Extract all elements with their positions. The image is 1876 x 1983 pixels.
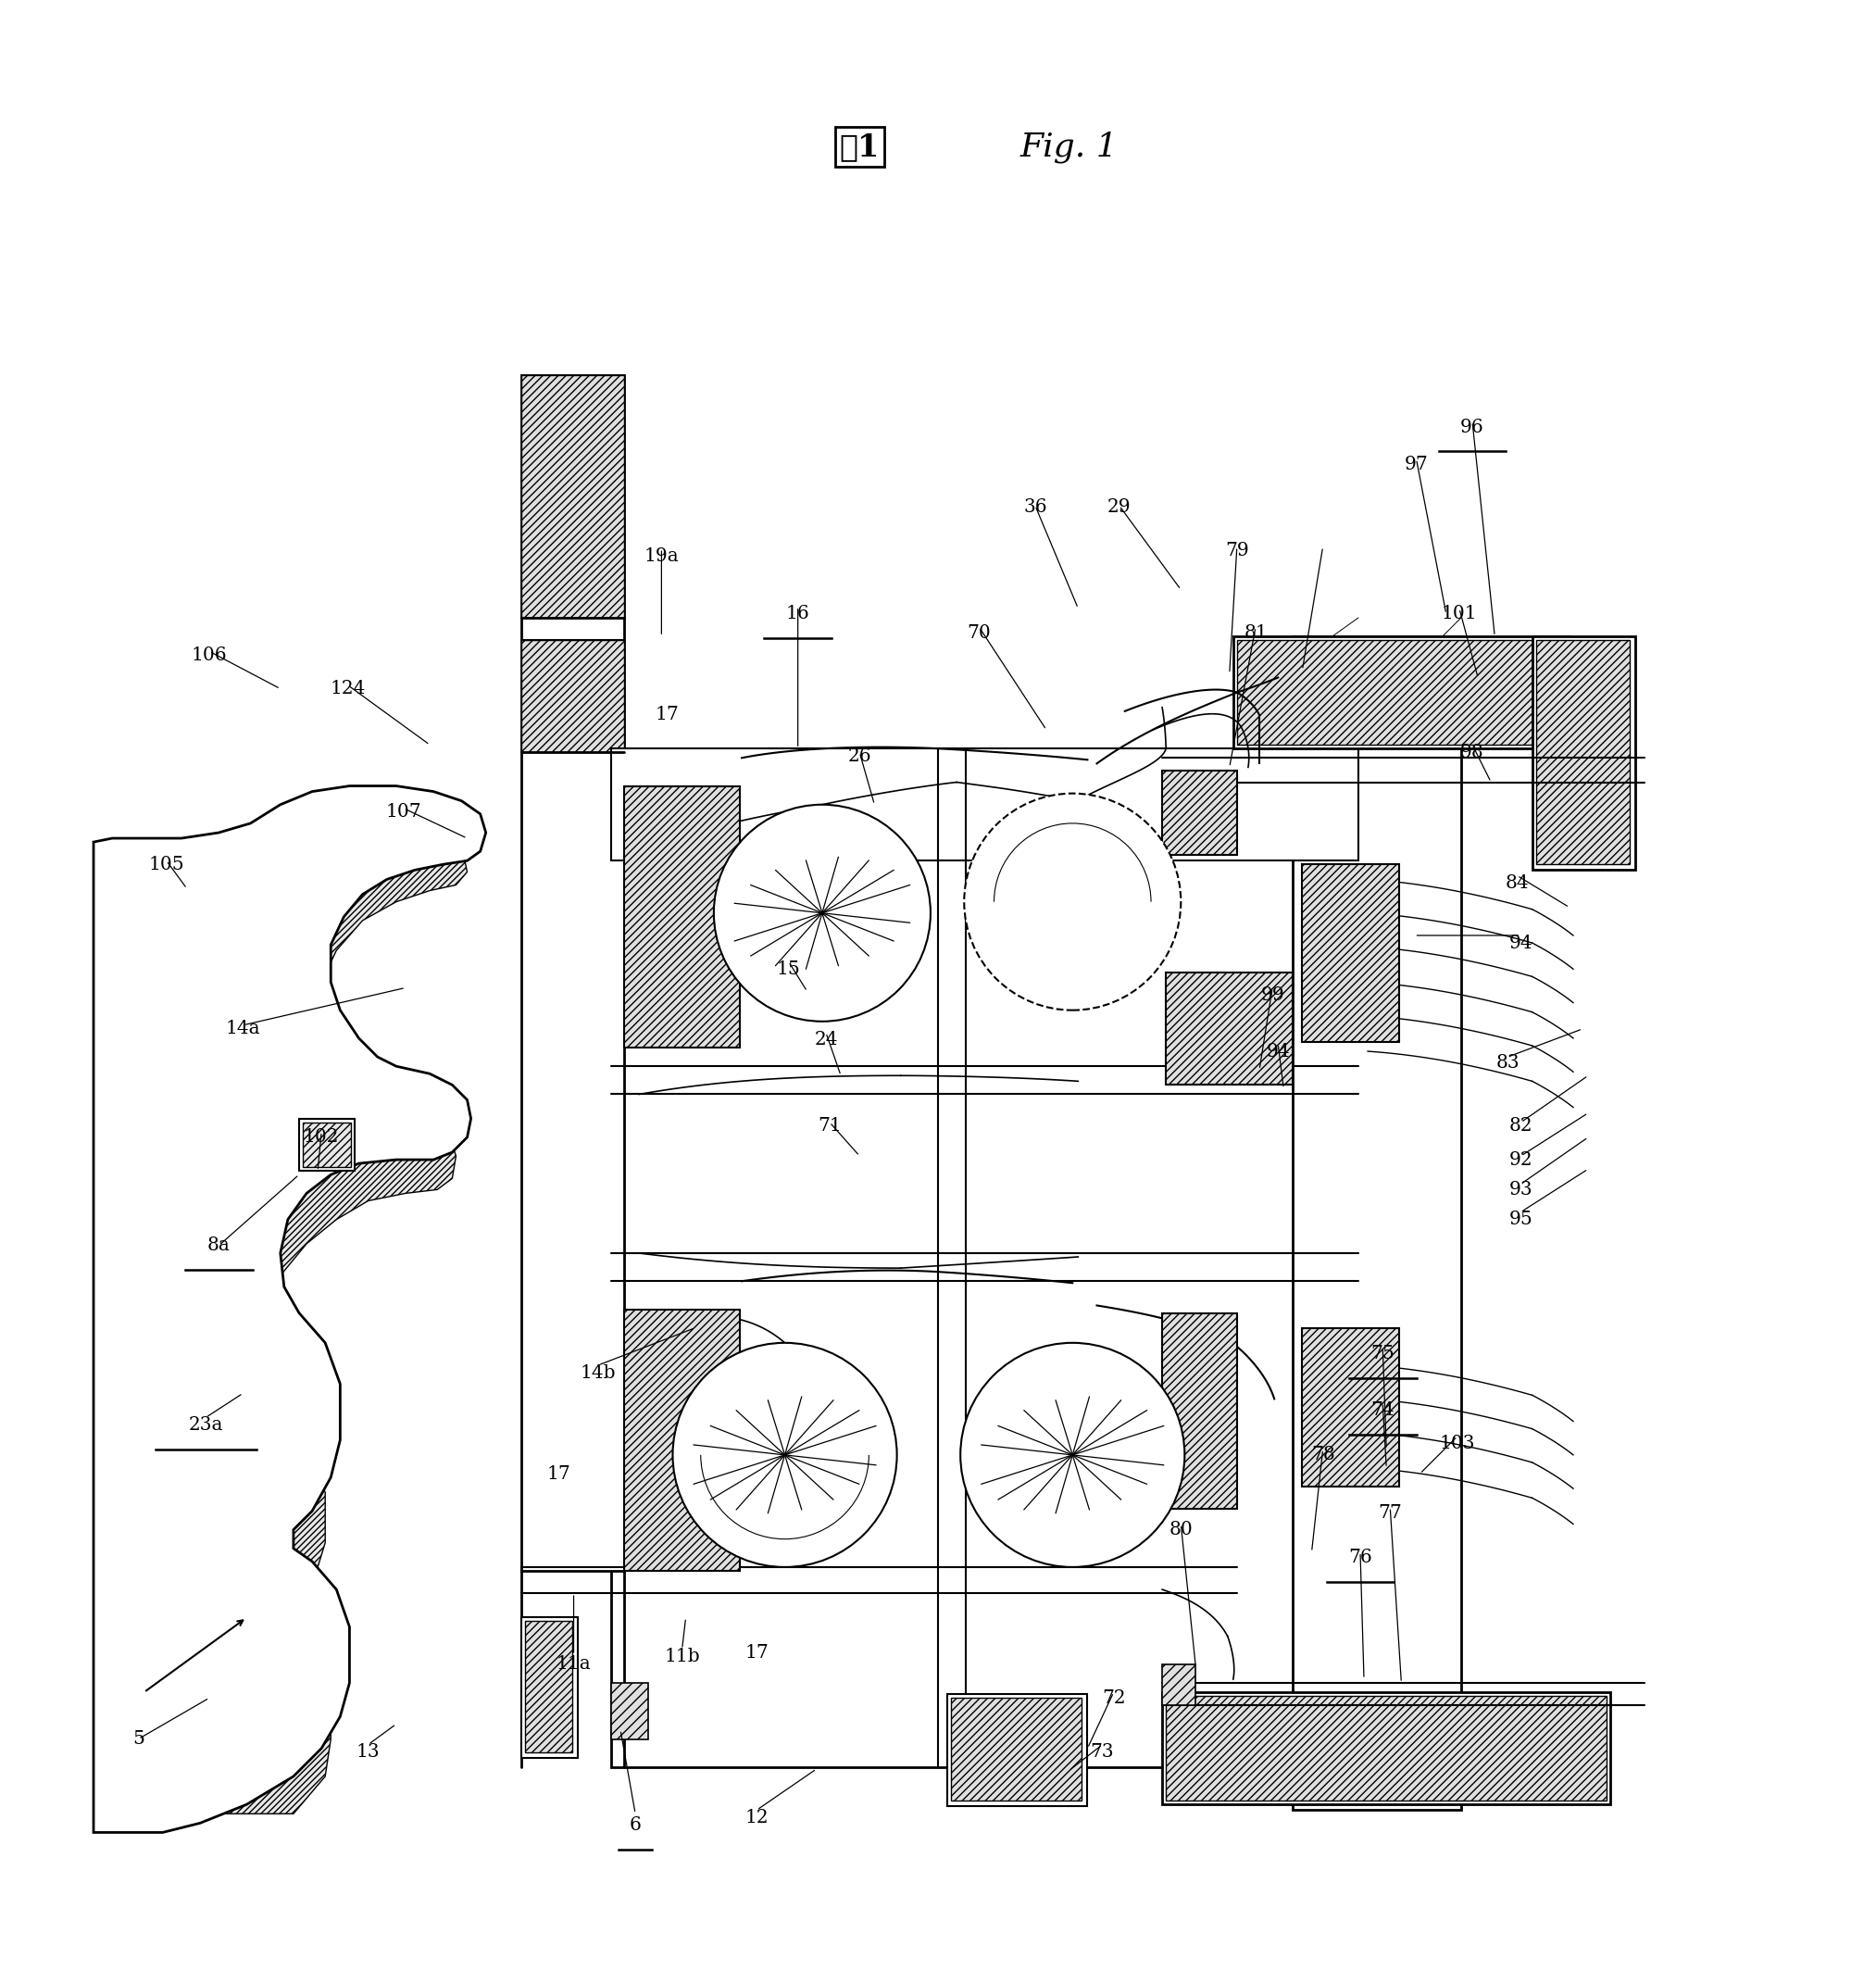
- Text: 103: 103: [1439, 1436, 1475, 1452]
- Bar: [1163, 1313, 1236, 1509]
- Text: 74: 74: [1371, 1402, 1394, 1420]
- Bar: [525, 1622, 572, 1753]
- Bar: [951, 1697, 1082, 1801]
- Text: 17: 17: [655, 706, 679, 724]
- Text: 5: 5: [133, 1731, 144, 1747]
- Bar: [1536, 641, 1628, 865]
- Text: 96: 96: [1460, 418, 1484, 436]
- Text: 83: 83: [1495, 1053, 1520, 1071]
- Bar: [625, 1309, 739, 1571]
- Circle shape: [713, 805, 930, 1021]
- Bar: [522, 375, 625, 1571]
- Text: 97: 97: [1405, 456, 1428, 474]
- Bar: [1302, 865, 1399, 1041]
- Bar: [522, 641, 625, 752]
- Bar: [1293, 637, 1461, 1810]
- Text: 71: 71: [818, 1116, 842, 1134]
- Text: 23a: 23a: [188, 1416, 223, 1434]
- Bar: [1236, 641, 1565, 746]
- Bar: [612, 748, 1358, 1767]
- Bar: [302, 1122, 351, 1168]
- Bar: [1165, 1695, 1608, 1801]
- Text: 93: 93: [1508, 1180, 1533, 1198]
- Circle shape: [961, 1342, 1184, 1567]
- Text: 94: 94: [1508, 934, 1533, 952]
- Text: 17: 17: [546, 1465, 570, 1483]
- Text: 29: 29: [1107, 498, 1131, 516]
- Text: 14a: 14a: [225, 1019, 261, 1037]
- Bar: [625, 785, 739, 1047]
- Text: 16: 16: [786, 605, 810, 623]
- Bar: [522, 375, 625, 619]
- Text: 70: 70: [968, 625, 991, 641]
- Text: 98: 98: [1460, 744, 1484, 761]
- Text: 73: 73: [1090, 1743, 1114, 1761]
- Text: 12: 12: [745, 1808, 769, 1826]
- Text: 92: 92: [1508, 1150, 1533, 1168]
- Bar: [1302, 1329, 1399, 1487]
- Text: 95: 95: [1508, 1212, 1533, 1227]
- Bar: [522, 1618, 578, 1757]
- Text: 11b: 11b: [664, 1648, 700, 1666]
- Text: 8a: 8a: [206, 1237, 231, 1255]
- Text: 94: 94: [1266, 1043, 1291, 1061]
- Text: 図1: 図1: [839, 131, 880, 163]
- Bar: [1533, 637, 1634, 871]
- Text: 6: 6: [628, 1816, 642, 1834]
- Text: 77: 77: [1379, 1503, 1401, 1521]
- Text: 106: 106: [191, 646, 227, 664]
- Text: 99: 99: [1261, 986, 1285, 1003]
- Text: 79: 79: [1225, 541, 1249, 559]
- Bar: [1163, 1691, 1611, 1805]
- Bar: [298, 1118, 355, 1170]
- Text: 15: 15: [777, 960, 801, 978]
- Text: 13: 13: [356, 1743, 381, 1761]
- Circle shape: [964, 793, 1180, 1009]
- Circle shape: [673, 1342, 897, 1567]
- Text: 78: 78: [1311, 1446, 1336, 1463]
- Text: 101: 101: [1441, 605, 1476, 623]
- Text: 102: 102: [304, 1128, 340, 1146]
- Text: 19a: 19a: [643, 547, 679, 565]
- Polygon shape: [116, 813, 467, 1814]
- Text: 82: 82: [1508, 1116, 1533, 1134]
- Polygon shape: [94, 785, 486, 1832]
- Bar: [1233, 637, 1570, 748]
- Bar: [612, 1684, 649, 1739]
- Text: 17: 17: [745, 1644, 769, 1662]
- Bar: [612, 748, 1358, 861]
- Text: 80: 80: [1169, 1521, 1193, 1539]
- Bar: [947, 1693, 1088, 1807]
- Text: 75: 75: [1371, 1344, 1394, 1362]
- Text: 72: 72: [1101, 1690, 1126, 1707]
- Text: 36: 36: [1022, 498, 1047, 516]
- Text: 24: 24: [814, 1031, 839, 1049]
- Text: 81: 81: [1244, 625, 1268, 641]
- Text: 84: 84: [1505, 875, 1529, 892]
- Text: 124: 124: [330, 680, 366, 698]
- Text: 76: 76: [1349, 1549, 1371, 1567]
- Bar: [1165, 974, 1293, 1085]
- Text: 107: 107: [386, 803, 422, 821]
- Text: Fig. 1: Fig. 1: [1021, 131, 1118, 163]
- Bar: [1163, 771, 1236, 855]
- Text: 14b: 14b: [580, 1364, 615, 1382]
- Bar: [1163, 1664, 1195, 1705]
- Text: 11a: 11a: [555, 1656, 591, 1674]
- Text: 105: 105: [148, 855, 184, 873]
- Text: 26: 26: [848, 748, 870, 765]
